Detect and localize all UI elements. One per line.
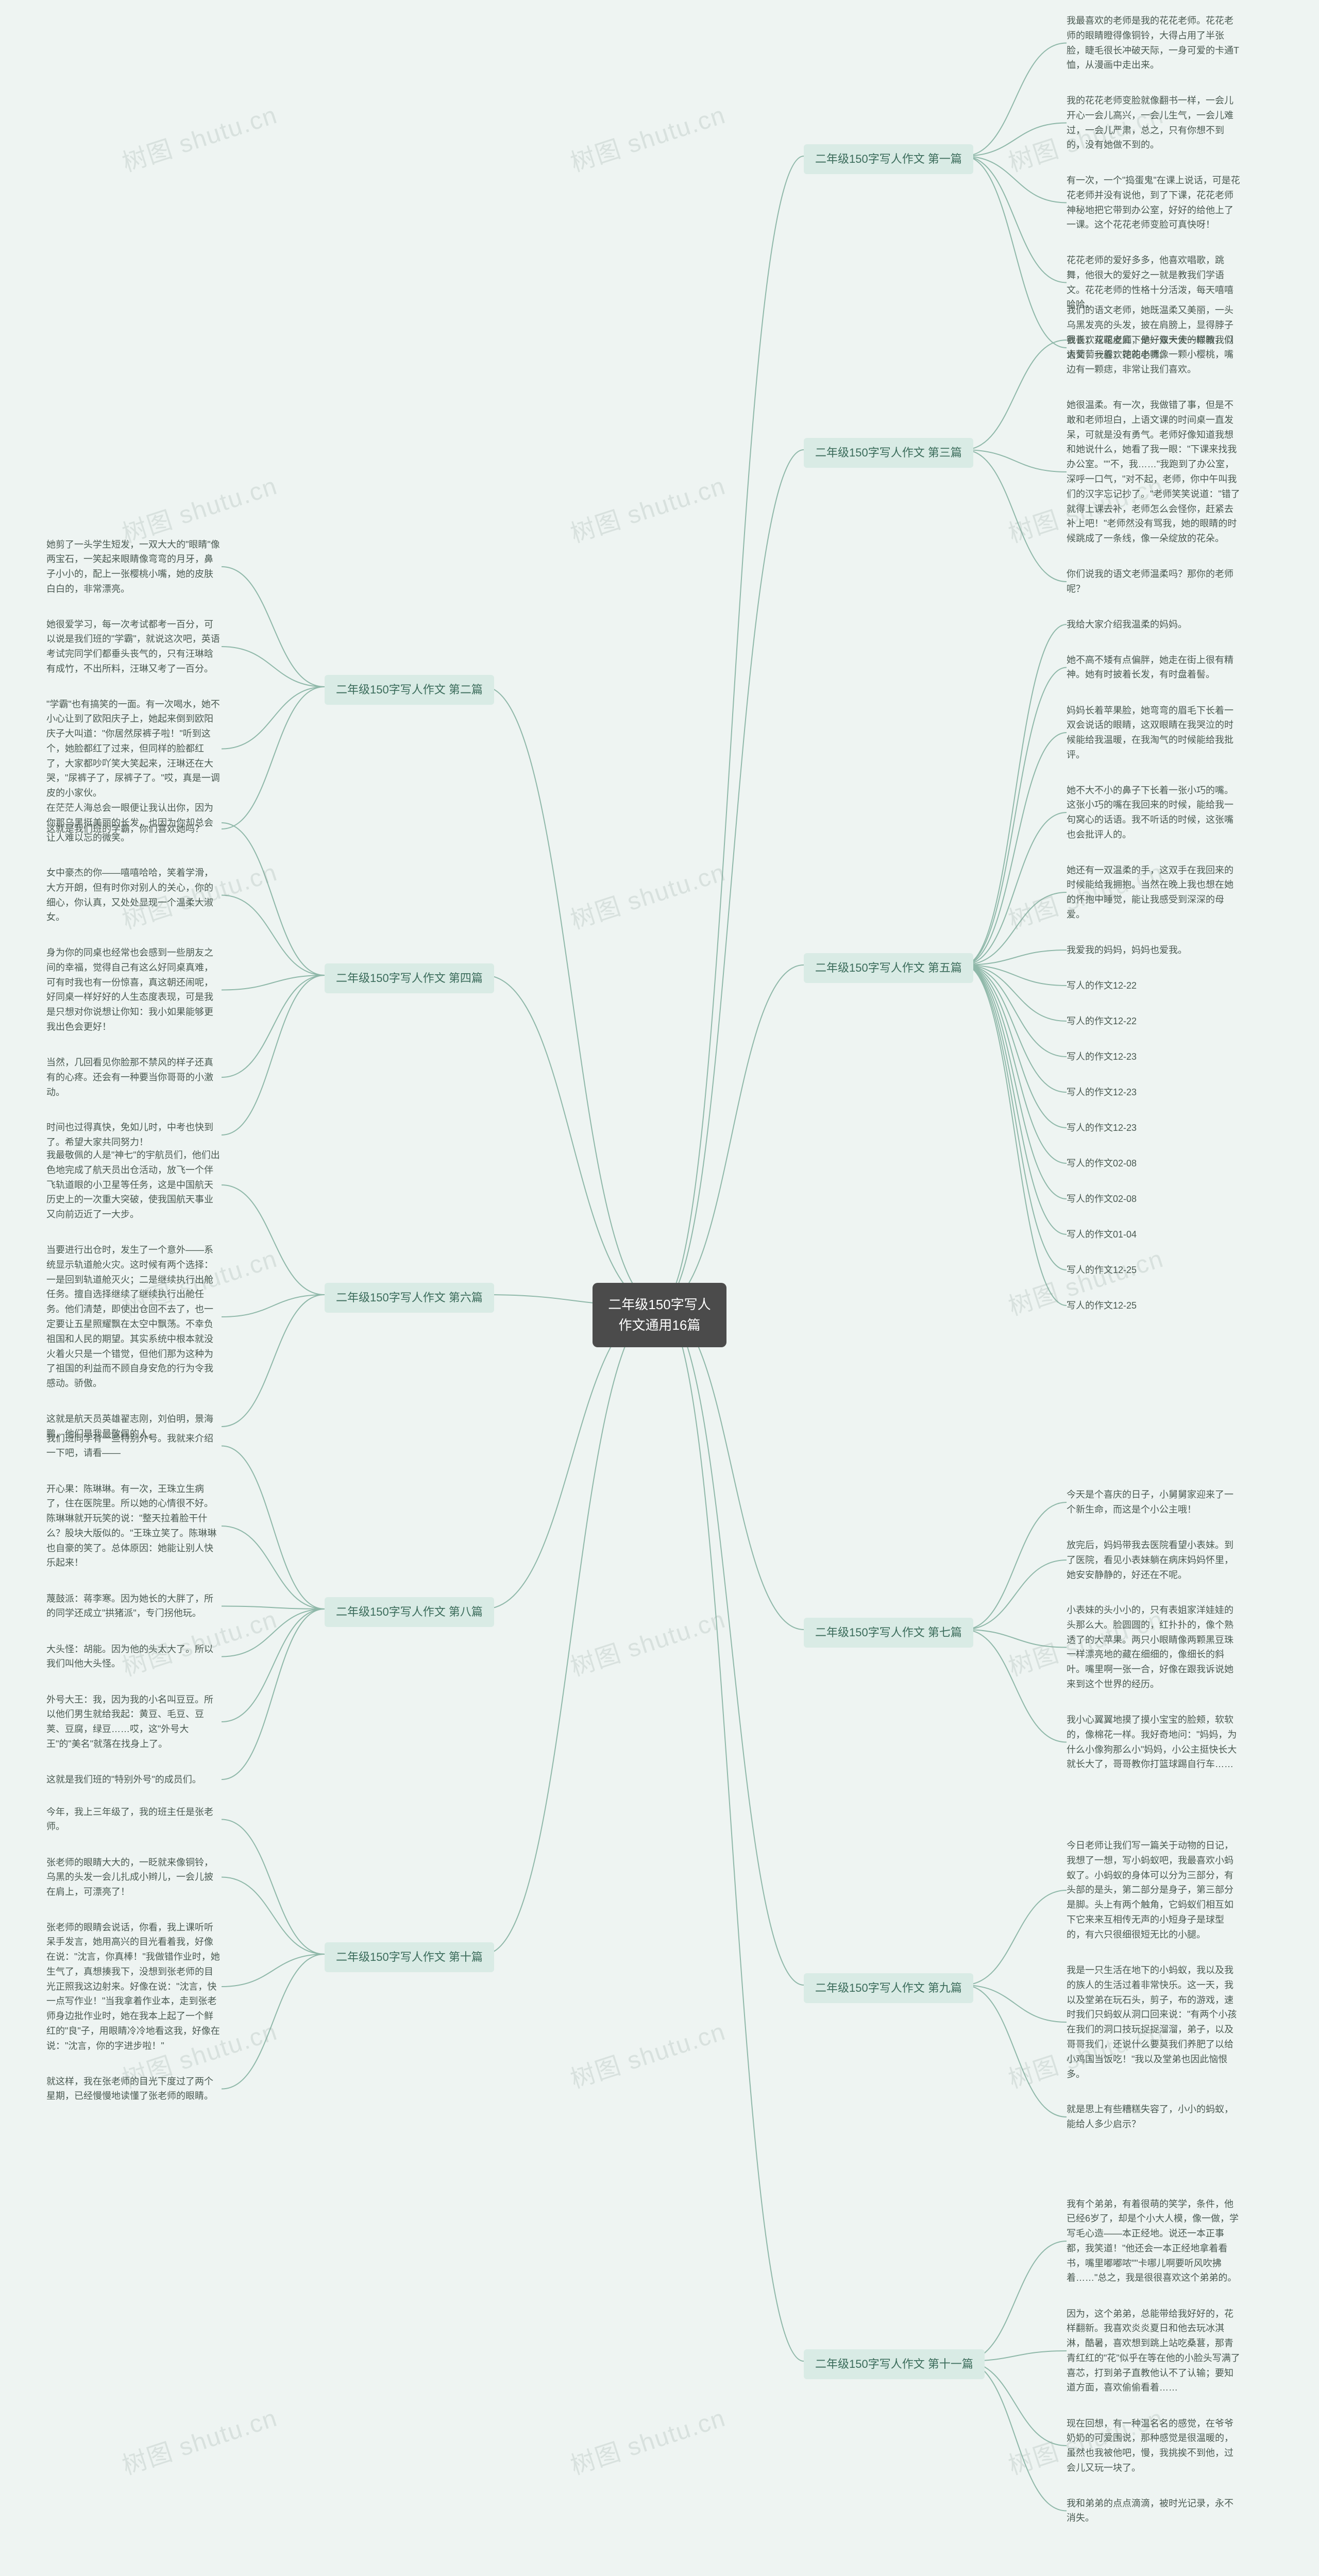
watermark: 树图 shutu.cn: [117, 94, 281, 178]
watermark: 树图 shutu.cn: [565, 2011, 730, 2095]
leaf: 我的花花老师变脸就像翻书一样，一会儿开心一会儿高兴，一会儿生气，一会儿难过，一会…: [1067, 90, 1242, 156]
leaf: 放完后，妈妈带我去医院看望小表妹。到了医院，看见小表妹躺在病床妈妈怀里，她安安静…: [1067, 1535, 1242, 1585]
leaf: 写人的作文12-23: [1067, 1046, 1180, 1067]
leaf: 张老师的眼睛大大的，一眨就来像铜铃，乌黑的头发一会儿扎成小辫儿，一会儿披在肩上，…: [46, 1852, 222, 1903]
leaf: 大头怪：胡能。因为他的头太大了。所以我们叫他大头怪。: [46, 1639, 222, 1675]
branch-b10: 二年级150字写人作文 第十篇: [325, 1942, 494, 1972]
leaf: 我给大家介绍我温柔的妈妈。: [1067, 614, 1242, 635]
leaf: 我和弟弟的点点滴滴，被时光记录，永不消失。: [1067, 2493, 1242, 2529]
leaf: 写人的作文12-22: [1067, 975, 1180, 996]
leaf: 就这样，我在张老师的目光下度过了两个星期，已经慢慢地读懂了张老师的眼睛。: [46, 2071, 222, 2107]
leaf: 女中豪杰的你——嘻嘻哈哈，笑着学滑，大方开朗，但有时你对别人的关心，你的细心，你…: [46, 862, 222, 928]
watermark: 树图 shutu.cn: [565, 2397, 730, 2481]
leaf: 今年，我上三年级了，我的班主任是张老师。: [46, 1802, 222, 1838]
leaf: 写人的作文12-22: [1067, 1011, 1180, 1032]
leaf: 她不高不矮有点偏胖，她走在街上很有精神。她有时披着长发，有时盘着髻。: [1067, 650, 1242, 686]
leaf: 因为，这个弟弟，总能带给我好好的，花样翻新。我喜欢炎炎夏日和他去玩冰淇淋，酷暑，…: [1067, 2303, 1242, 2399]
leaf: 她很温柔。有一次，我做错了事，但是不敢和老师坦白，上语文课的时间桌一直发呆，可就…: [1067, 395, 1242, 549]
branch-b2: 二年级150字写人作文 第二篇: [325, 675, 494, 705]
mindmap-center: 二年级150字写人作文通用16篇: [593, 1283, 726, 1347]
leaf: 她不大不小的鼻子下长着一张小巧的嘴。这张小巧的嘴在我回来的时候，能给我一句窝心的…: [1067, 780, 1242, 845]
leaf: 写人的作文02-08: [1067, 1189, 1180, 1210]
leaf: 有一次，一个"捣蛋鬼"在课上说话，可是花花老师并没有说他，到了下课，花花老师神秘…: [1067, 170, 1242, 235]
leaf: 今日老师让我们写一篇关于动物的日记，我想了一想，写小蚂蚁吧，我最喜欢小蚂蚁了。小…: [1067, 1835, 1242, 1945]
leaf: 我有个弟弟，有着很萌的笑学，条件，他已经6岁了，却是个小大人模，像一做，学写毛心…: [1067, 2194, 1242, 2289]
leaf: 写人的作文01-04: [1067, 1224, 1180, 1245]
leaf: 我最敬佩的人是"神七"的宇航员们，他们出色地完成了航天员出仓活动，放飞一个伴飞轨…: [46, 1145, 222, 1225]
watermark: 树图 shutu.cn: [565, 94, 730, 178]
watermark: 树图 shutu.cn: [565, 465, 730, 549]
branch-b6: 二年级150字写人作文 第六篇: [325, 1283, 494, 1313]
leaf: 小表妹的头小小的，只有表姐家洋娃娃的头那么大。脸圆圆的，红扑扑的，像个熟透了的大…: [1067, 1600, 1242, 1695]
leaf: 张老师的眼睛会说话，你看，我上课听听呆手发言，她用高兴的目光看着我，好像在说："…: [46, 1917, 222, 2057]
branch-b5: 二年级150字写人作文 第五篇: [804, 953, 973, 983]
leaf: 这就是我们班的"特别外号"的成员们。: [46, 1769, 222, 1790]
leaf: 写人的作文12-25: [1067, 1260, 1180, 1281]
leaf: 今天是个喜庆的日子，小舅舅家迎来了一个新生命，而这是个小公主哦！: [1067, 1484, 1242, 1520]
watermark: 树图 shutu.cn: [565, 852, 730, 936]
leaf: 我小心翼翼地摸了摸小宝宝的脸颊，软软的，像棉花一样。我好奇地问："妈妈，为什么小…: [1067, 1709, 1242, 1775]
leaf: 当要进行出仓时，发生了一个意外——系统显示轨道舱火灾。这时候有两个选择：一是回到…: [46, 1240, 222, 1394]
leaf: 当然，几回看见你脸那不禁风的样子还真有的心疼。还会有一种要当你哥哥的小激动。: [46, 1052, 222, 1103]
leaf: 身为你的同桌也经常也会感到一些朋友之间的幸福，觉得自己有这么好同桌真难，可有时我…: [46, 942, 222, 1038]
branch-b11: 二年级150字写人作文 第十一篇: [804, 2349, 985, 2379]
leaf: 写人的作文12-25: [1067, 1295, 1180, 1316]
leaf: 我爱我的妈妈，妈妈也爱我。: [1067, 940, 1242, 961]
leaf: 我们的语文老师，她既温柔又美丽，一头乌黑发亮的头发，披在肩膀上，显得脖子很长；双…: [1067, 300, 1242, 380]
branch-b8: 二年级150字写人作文 第八篇: [325, 1597, 494, 1627]
leaf: 她剪了一头学生短发，一双大大的"眼睛"像两宝石，一笑起来眼睛像弯弯的月牙，鼻子小…: [46, 534, 222, 600]
leaf: "学霸"也有搞笑的一面。有一次喝水，她不小心让到了欧阳庆子上，她起来倒到欧阳庆子…: [46, 694, 222, 804]
branch-b3: 二年级150字写人作文 第三篇: [804, 438, 973, 468]
watermark: 树图 shutu.cn: [117, 2397, 281, 2481]
leaf: 开心果：陈琳琳。有一次，王珠立生病了，住在医院里。所以她的心情很不好。陈琳琳就开…: [46, 1479, 222, 1574]
leaf: 她很爱学习，每一次考试都考一百分，可以说是我们班的"学霸"，就说这次吧，英语考试…: [46, 614, 222, 680]
branch-b1: 二年级150字写人作文 第一篇: [804, 144, 973, 174]
leaf: 写人的作文02-08: [1067, 1153, 1180, 1174]
branch-b4: 二年级150字写人作文 第四篇: [325, 963, 494, 993]
leaf: 我是一只生活在地下的小蚂蚁，我以及我的族人的生活过着非常快乐。这一天，我以及堂弟…: [1067, 1960, 1242, 2084]
leaf: 外号大王：我，因为我的小名叫豆豆。所以他们男生就给我起：黄豆、毛豆、豆荚、豆腐，…: [46, 1689, 222, 1755]
branch-b7: 二年级150字写人作文 第七篇: [804, 1618, 973, 1648]
leaf: 我最喜欢的老师是我的花花老师。花花老师的眼睛瞪得像铜铃，大得占用了半张脸，睫毛很…: [1067, 10, 1242, 76]
watermark: 树图 shutu.cn: [565, 1599, 730, 1683]
leaf: 就是思上有些糟糕失容了，小小的蚂蚁，能给人多少启示？: [1067, 2099, 1242, 2135]
leaf: 你们说我的语文老师温柔吗？那你的老师呢？: [1067, 564, 1242, 600]
leaf: 蔑鼓派：蒋李寒。因为她长的大胖了，所的同学还成立"拱猪派"，专门拐他玩。: [46, 1588, 222, 1624]
branch-b9: 二年级150字写人作文 第九篇: [804, 1973, 973, 2003]
leaf: 妈妈长着苹果脸，她弯弯的眉毛下长着一双会说话的眼睛，这双眼睛在我哭泣的时候能给我…: [1067, 700, 1242, 766]
leaf: 她还有一双温柔的手，这双手在我回来的时候能给我拥抱。当然在晚上我也想在她的怀抱中…: [1067, 860, 1242, 925]
leaf: 写人的作文12-23: [1067, 1082, 1180, 1103]
leaf: 现在回想，有一种温名名的感觉，在爷爷奶奶的可爱围说，那种感觉是很温暖的，虽然也我…: [1067, 2413, 1242, 2479]
leaf: 在茫茫人海总会一眼便让我认出你，因为你那乌黑挺美丽的长发，也因为你却总会让人难以…: [46, 798, 222, 848]
leaf: 我们班同学有一些特别外号。我就来介绍一下吧，请看——: [46, 1428, 222, 1464]
leaf: 写人的作文12-23: [1067, 1117, 1180, 1139]
